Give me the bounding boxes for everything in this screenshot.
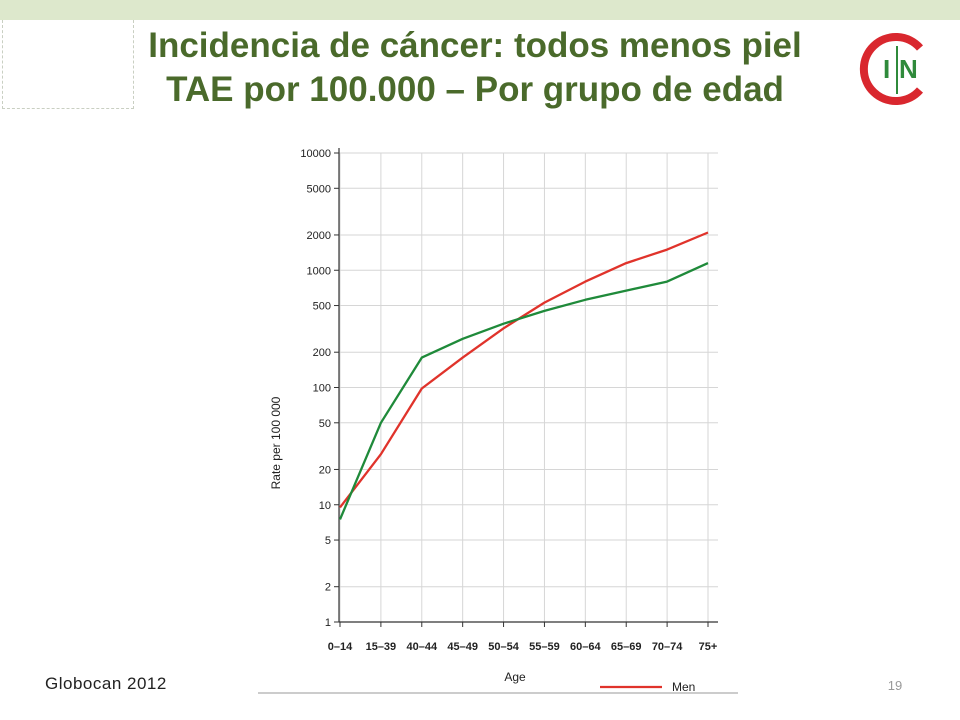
top-band [0, 0, 960, 20]
y-axis-label: Rate per 100 000 [269, 396, 283, 489]
logo-letter-i: I [883, 54, 890, 84]
y-tick-label: 10000 [300, 148, 331, 160]
series-line-men [339, 231, 709, 509]
chart-grid [339, 152, 718, 623]
logo-ring [859, 33, 924, 105]
y-tick-label: 20 [319, 464, 331, 476]
x-tick-label: 65–69 [611, 641, 642, 653]
slide-title: Incidencia de cáncer: todos menos piel T… [90, 24, 860, 112]
x-tick-label: 55–59 [529, 641, 560, 653]
corner-frame [2, 20, 134, 109]
y-tick-label: 1000 [307, 265, 331, 277]
x-tick-label: 60–64 [570, 641, 601, 653]
x-tick-label: 45–49 [447, 641, 478, 653]
x-tick-label: 50–54 [488, 641, 519, 653]
series-line-2 [338, 262, 709, 520]
x-tick-label: 15–39 [366, 641, 397, 653]
chart-ticks: 1 2 5 10 20 50 100 200 500 1000 2000 5000 10000 0–14 1… [300, 148, 717, 653]
x-tick-label: 70–74 [652, 641, 683, 653]
y-tick-label: 5000 [307, 183, 331, 195]
title-line-2: TAE por 100.000 – Por grupo de edad [166, 70, 784, 109]
chart-axes [338, 148, 718, 623]
title-line-1: Incidencia de cáncer: todos menos piel [148, 26, 802, 65]
y-tick-label: 2000 [307, 230, 331, 242]
x-tick-label: 40–44 [406, 641, 437, 653]
source-label: Globocan 2012 [45, 674, 167, 693]
y-tick-label: 10 [319, 500, 331, 512]
x-tick-label: 75+ [699, 641, 718, 653]
y-tick-label: 50 [319, 418, 331, 430]
x-axis-label: Age [504, 670, 526, 684]
y-tick-label: 2 [325, 582, 331, 594]
chart-legend: Men [258, 680, 738, 694]
x-tick-label: 0–14 [328, 641, 353, 653]
incidence-chart: 1 2 5 10 20 50 100 200 500 1000 2000 5000 10000 0–14 1… [258, 148, 738, 694]
cin-logo: I N [859, 33, 924, 105]
chart-series [338, 231, 709, 520]
logo-letter-n: N [899, 54, 918, 84]
y-tick-label: 1 [325, 617, 331, 629]
y-tick-label: 500 [313, 301, 331, 313]
page-number: 19 [887, 678, 903, 693]
y-tick-label: 200 [313, 347, 331, 359]
legend-label: Men [672, 680, 695, 694]
y-tick-label: 5 [325, 535, 331, 547]
y-tick-label: 100 [313, 383, 331, 395]
